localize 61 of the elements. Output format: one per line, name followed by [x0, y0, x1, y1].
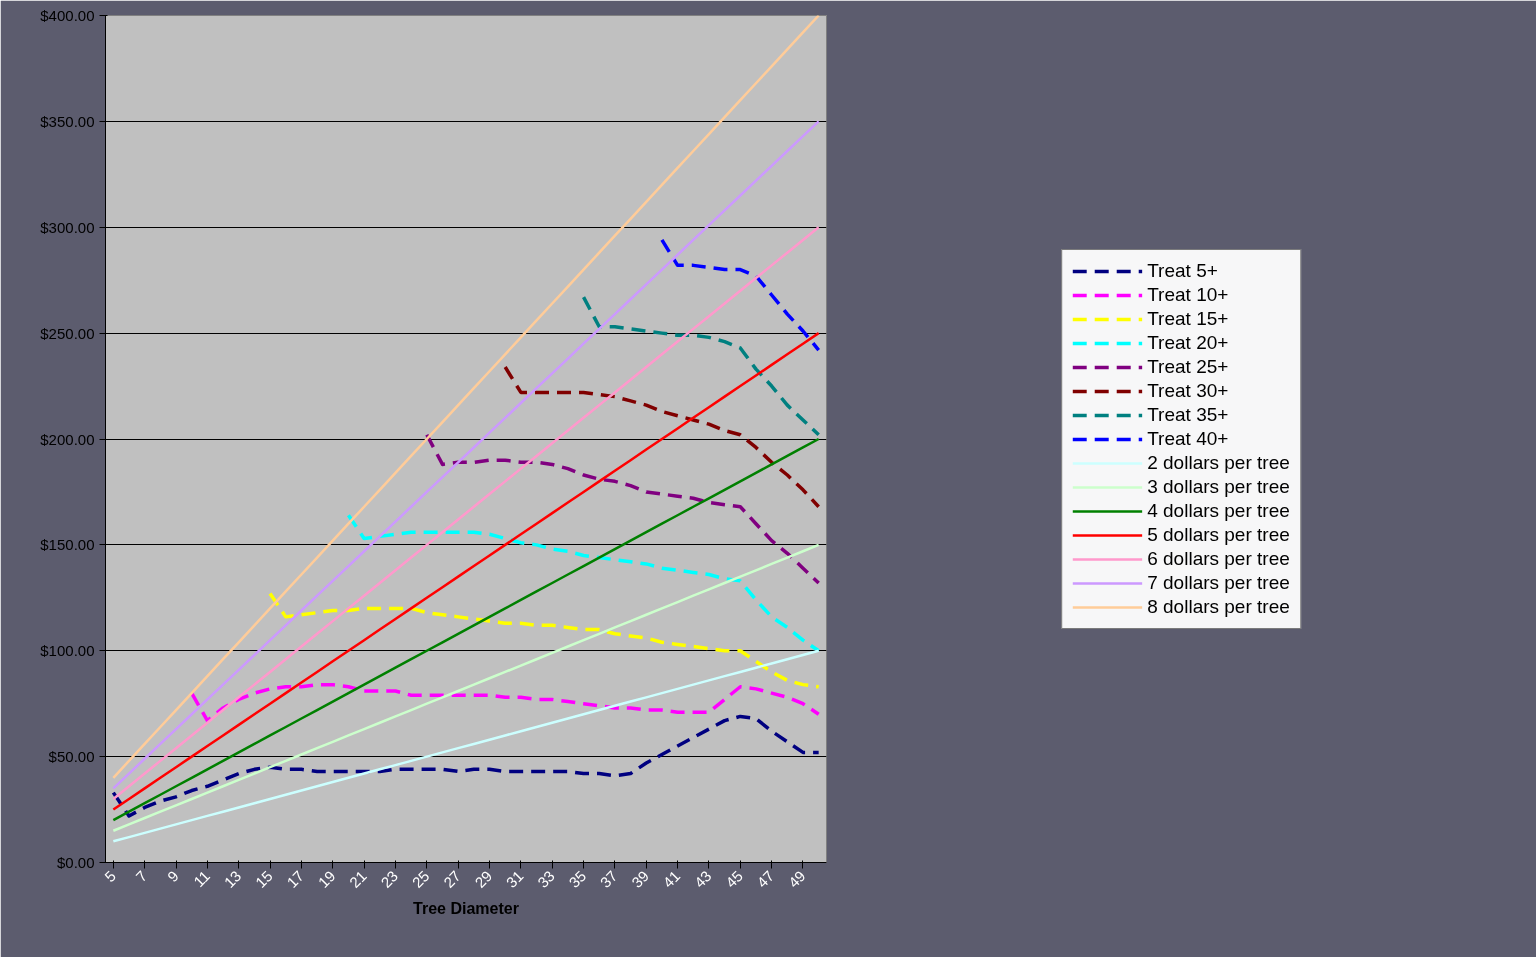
legend-label: 6 dollars per tree	[1147, 547, 1290, 570]
x-tick-label: 29	[471, 867, 496, 891]
line-series	[425, 433, 821, 585]
line-series	[112, 437, 820, 822]
x-tick-label: 19	[314, 867, 339, 891]
y-tick-label: $200.00	[40, 430, 95, 448]
y-tick-label: $50.00	[48, 748, 95, 766]
legend-label: Treat 25+	[1147, 355, 1229, 378]
legend-label: Treat 15+	[1147, 307, 1229, 330]
x-tick-label: 31	[502, 867, 527, 891]
y-tick-label: $100.00	[40, 642, 95, 660]
y-tick-label: $300.00	[40, 218, 95, 236]
y-tick-label: $150.00	[40, 536, 95, 554]
x-tick-label: 27	[440, 867, 464, 891]
legend-label: Treat 10+	[1147, 283, 1229, 306]
legend-label: Treat 20+	[1147, 331, 1229, 354]
x-tick-label: 17	[283, 867, 308, 891]
x-tick-label: 21	[345, 867, 370, 891]
legend-label: 3 dollars per tree	[1147, 475, 1290, 498]
y-tick-label: $400.00	[40, 7, 95, 24]
x-axis-title: Tree Diameter	[413, 900, 519, 918]
legend-label: 8 dollars per tree	[1147, 595, 1290, 618]
x-tick-label: 43	[690, 867, 715, 891]
x-tick-label: 47	[753, 867, 778, 891]
x-tick-label: 49	[784, 867, 809, 891]
x-tick-label: 13	[220, 867, 245, 891]
legend-label: Treat 30+	[1147, 379, 1229, 402]
x-tick-label: 37	[596, 867, 621, 891]
line-series	[112, 226, 820, 801]
x-tick-label: 35	[565, 867, 590, 891]
x-tick-label: 9	[163, 867, 182, 886]
line-series	[112, 649, 820, 843]
legend-label: 4 dollars per tree	[1147, 499, 1290, 522]
line-series	[346, 513, 821, 653]
line-series	[112, 331, 820, 811]
line-series	[112, 543, 820, 832]
line-series	[660, 238, 821, 352]
x-tick-label: 23	[377, 867, 402, 891]
x-tick-label: 41	[659, 867, 684, 891]
legend-label: 2 dollars per tree	[1147, 451, 1290, 474]
x-tick-label: 15	[251, 867, 276, 891]
x-tick-label: 33	[534, 867, 558, 891]
y-tick-label: $350.00	[40, 112, 95, 130]
x-tick-label: 7	[132, 867, 151, 886]
x-tick-label: 25	[408, 867, 433, 891]
line-series	[268, 591, 821, 689]
legend-label: 7 dollars per tree	[1147, 571, 1290, 594]
legend-label: Treat 40+	[1147, 427, 1229, 450]
x-tick-label: 45	[722, 867, 746, 891]
y-tick-label: $250.00	[40, 324, 95, 342]
y-tick-label: $0.00	[56, 854, 95, 871]
line-series	[581, 295, 821, 437]
legend-label: Treat 35+	[1147, 403, 1229, 426]
line-series	[503, 365, 821, 509]
legend-label: Treat 5+	[1147, 259, 1218, 282]
x-tick-label: 39	[628, 867, 652, 891]
x-tick-label: 5	[101, 867, 119, 886]
x-tick-label: 11	[190, 867, 214, 891]
line-series	[189, 682, 821, 723]
line-series	[111, 714, 821, 818]
legend-label: 5 dollars per tree	[1147, 523, 1290, 546]
